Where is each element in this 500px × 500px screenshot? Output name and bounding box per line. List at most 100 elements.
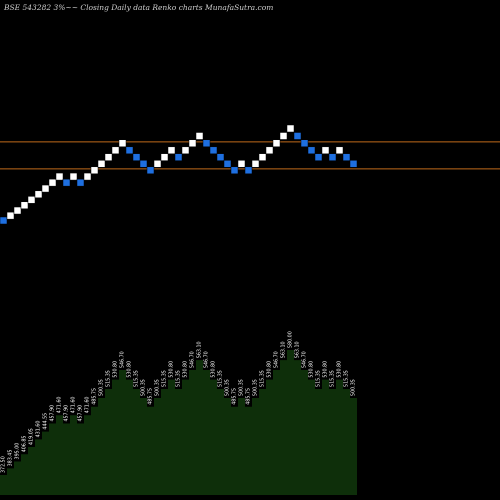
- brick-value-label: 485.75: [232, 388, 238, 405]
- brick-value-label: 500.35: [99, 379, 105, 396]
- renko-brick: [153, 160, 162, 168]
- brick-value-label: 530.80: [169, 361, 175, 378]
- renko-brick: [34, 190, 43, 199]
- brick-value-label: 485.75: [148, 388, 154, 405]
- renko-brick: [181, 146, 190, 155]
- brick-value-label: 444.55: [43, 413, 49, 430]
- brick-value-label: 500.35: [225, 379, 231, 396]
- brick-value-label: 563.10: [295, 341, 301, 358]
- brick-value-label: 530.80: [127, 361, 133, 378]
- brick-value-label: 515.35: [218, 370, 224, 387]
- renko-brick: [90, 166, 99, 175]
- renko-brick: [321, 146, 330, 155]
- brick-value-label: 530.80: [267, 361, 273, 378]
- renko-brick: [139, 160, 148, 168]
- renko-brick: [279, 132, 288, 140]
- renko-brick: [174, 153, 183, 161]
- brick-value-label: 530.80: [337, 361, 343, 378]
- brick-value-label: 563.10: [197, 341, 203, 358]
- brick-value-label: 500.35: [351, 379, 357, 396]
- chart-title: BSE 543282 3%~~ Closing Daily data Renko…: [4, 3, 274, 12]
- renko-brick: [160, 153, 169, 161]
- brick-value-label: 500.35: [141, 379, 147, 396]
- brick-value-label: 515.35: [162, 370, 168, 387]
- renko-brick: [237, 160, 246, 168]
- renko-brick: [0, 216, 8, 225]
- renko-brick: [244, 166, 253, 175]
- renko-brick: [314, 153, 323, 161]
- renko-brick: [104, 153, 113, 161]
- label-layer: 372.50 383.45 395.00 406.85 419.05 431.60 444.…: [1, 331, 357, 473]
- renko-brick: [41, 184, 50, 193]
- renko-brick: [251, 160, 260, 168]
- brick-value-label: 515.35: [134, 370, 140, 387]
- renko-brick: [146, 166, 155, 175]
- renko-brick: [188, 139, 197, 148]
- brick-value-label: 471.60: [85, 397, 91, 414]
- brick-layer: [0, 124, 358, 225]
- renko-brick: [216, 153, 225, 161]
- renko-brick: [27, 196, 36, 204]
- brick-value-label: 563.10: [281, 341, 287, 358]
- renko-brick: [286, 124, 295, 133]
- renko-brick: [202, 139, 211, 148]
- renko-brick: [272, 139, 281, 148]
- renko-brick: [328, 153, 337, 161]
- brick-value-label: 546.70: [274, 351, 280, 368]
- renko-brick: [69, 172, 78, 181]
- renko-brick: [132, 153, 141, 161]
- renko-brick: [76, 178, 85, 187]
- renko-brick: [111, 146, 120, 155]
- reference-lines: [0, 141, 500, 170]
- brick-value-label: 515.35: [344, 370, 350, 387]
- renko-brick: [342, 153, 351, 161]
- brick-value-label: 500.35: [155, 379, 161, 396]
- renko-brick: [118, 139, 127, 148]
- brick-value-label: 372.50: [1, 456, 7, 473]
- price-area: [0, 350, 357, 495]
- brick-value-label: 431.60: [36, 421, 42, 438]
- renko-brick: [13, 206, 22, 215]
- brick-value-label: 546.70: [302, 351, 308, 368]
- brick-value-label: 546.70: [120, 351, 126, 368]
- brick-value-label: 485.75: [92, 388, 98, 405]
- brick-value-label: 471.60: [57, 397, 63, 414]
- renko-brick: [195, 132, 204, 140]
- renko-brick: [83, 172, 92, 181]
- brick-value-label: 515.35: [330, 370, 336, 387]
- brick-value-label: 457.90: [64, 405, 70, 422]
- brick-value-label: 515.35: [106, 370, 112, 387]
- brick-value-label: 383.45: [8, 450, 14, 467]
- brick-value-label: 530.80: [211, 361, 217, 378]
- brick-value-label: 580.00: [288, 331, 294, 348]
- renko-brick: [48, 178, 57, 187]
- brick-value-label: 530.80: [323, 361, 329, 378]
- brick-value-label: 471.60: [71, 397, 77, 414]
- brick-value-label: 515.35: [176, 370, 182, 387]
- renko-brick: [223, 160, 232, 168]
- area-layer: [0, 350, 357, 495]
- renko-brick: [293, 132, 302, 140]
- brick-value-label: 395.00: [15, 443, 21, 460]
- brick-value-label: 530.80: [183, 361, 189, 378]
- brick-value-label: 546.70: [190, 351, 196, 368]
- renko-brick: [62, 178, 71, 187]
- brick-value-label: 530.80: [309, 361, 315, 378]
- brick-value-label: 457.90: [78, 405, 84, 422]
- brick-value-label: 515.35: [316, 370, 322, 387]
- brick-value-label: 546.70: [204, 351, 210, 368]
- brick-value-label: 515.35: [260, 370, 266, 387]
- brick-value-label: 406.85: [22, 436, 28, 453]
- renko-brick: [265, 146, 274, 155]
- renko-brick: [55, 172, 64, 181]
- renko-brick: [6, 211, 15, 220]
- renko-brick: [125, 146, 134, 155]
- brick-value-label: 500.35: [253, 379, 259, 396]
- renko-brick: [209, 146, 218, 155]
- renko-brick: [307, 146, 316, 155]
- renko-brick: [258, 153, 267, 161]
- renko-brick: [167, 146, 176, 155]
- renko-brick: [349, 160, 358, 168]
- renko-brick: [97, 160, 106, 168]
